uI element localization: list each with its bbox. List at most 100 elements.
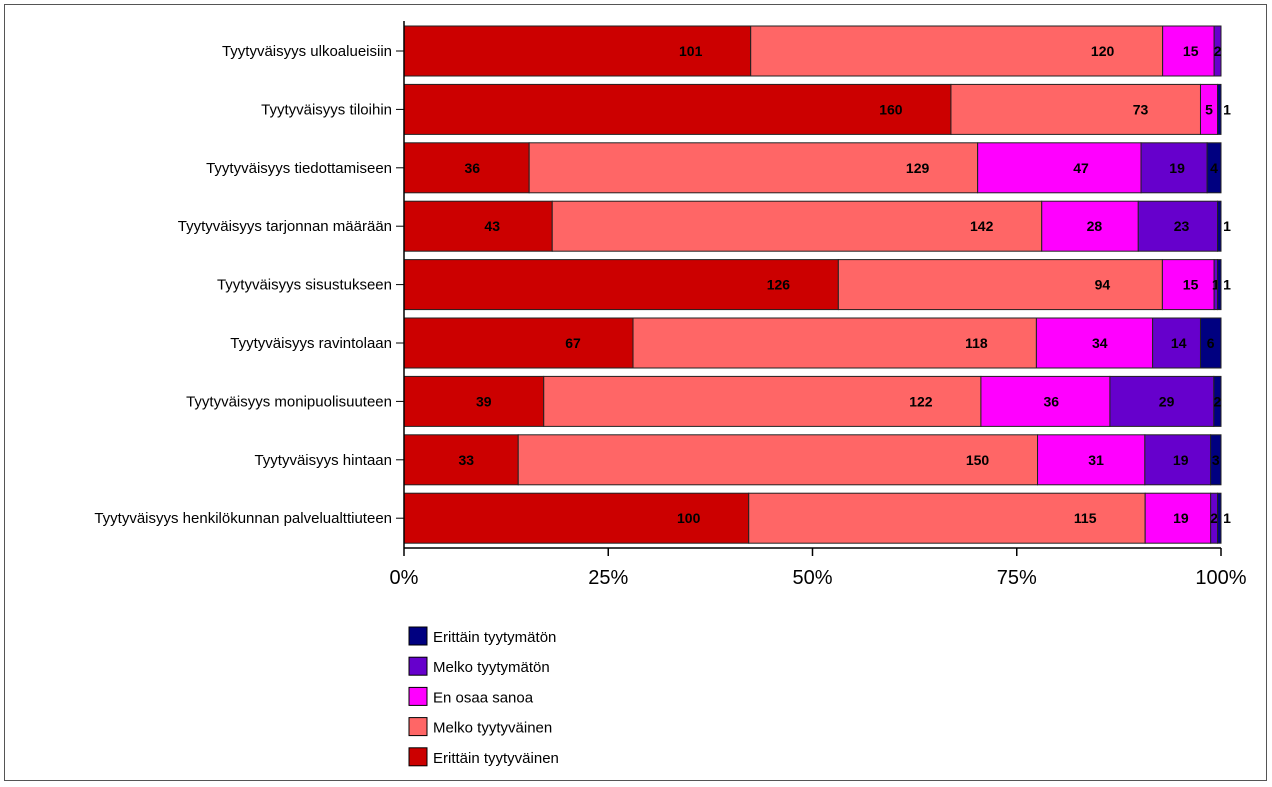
legend-label: En osaa sanoa [433,689,534,706]
data-label: 118 [965,335,988,351]
bar-segment [551,200,1043,252]
bar-segment [1217,259,1222,311]
data-label: 100 [677,510,701,526]
data-label: 19 [1173,510,1189,526]
bar-segment [1144,434,1212,486]
bar-segment [403,375,545,427]
legend-swatch [408,686,428,706]
bar-segment [1140,142,1208,194]
bar-segment [1035,317,1154,369]
legend-label: Erittäin tyytymätön [433,629,556,646]
data-label: 34 [1092,335,1108,351]
data-label: 15 [1183,277,1199,293]
bar-segment [950,83,1201,135]
data-label: 47 [1073,160,1089,176]
bar-segment [1217,492,1222,544]
bar-segment [1210,434,1222,486]
data-label: 1 [1223,101,1231,117]
data-label: 1 [1223,218,1231,234]
bar-segment [1217,200,1222,252]
category-label: Tyytyväisyys tarjonnan määrään [178,218,392,235]
data-label: 1 [1212,277,1220,293]
bar-segment [1137,200,1219,252]
data-label: 33 [459,452,475,468]
legend-swatch [408,747,428,767]
legend-swatch [408,626,428,646]
data-label: 14 [1171,335,1187,351]
legend-label: Melko tyytyväinen [433,720,552,737]
data-label: 36 [465,160,481,176]
data-label: 1 [1223,510,1231,526]
data-label: 2 [1210,510,1218,526]
bar-segment [1213,25,1222,77]
bar-segment [517,434,1039,486]
category-label: Tyytyväisyys sisustukseen [217,277,392,294]
data-label: 73 [1133,101,1149,117]
category-label: Tyytyväisyys henkilökunnan palvelualttiu… [94,510,392,527]
data-label: 160 [879,101,903,117]
bar-segment [1037,434,1146,486]
data-label: 28 [1087,218,1103,234]
category-label: Tyytyväisyys hintaan [254,452,392,469]
data-label: 2 [1214,43,1222,59]
bar-segment [543,375,982,427]
x-tick-label: 100% [1195,567,1246,589]
data-label: 126 [767,277,791,293]
data-label: 39 [476,393,492,409]
data-label: 19 [1173,452,1189,468]
bar-segment [1162,25,1215,77]
data-label: 115 [1074,510,1097,526]
category-label: Tyytyväisyys tiloihin [261,101,392,118]
data-label: 3 [1212,452,1220,468]
bar-segment [632,317,1037,369]
x-tick-label: 25% [588,567,628,589]
data-label: 36 [1044,393,1060,409]
data-label: 4 [1210,160,1218,176]
bar-segment [403,200,553,252]
category-label: Tyytyväisyys ravintolaan [230,335,392,352]
category-label: Tyytyväisyys ulkoalueisiin [222,43,392,60]
category-label: Tyytyväisyys tiedottamiseen [206,160,392,177]
bar-segment [1161,259,1215,311]
data-label: 19 [1169,160,1185,176]
legend-swatch [408,656,428,676]
data-label: 29 [1159,393,1175,409]
bar-segment [403,142,530,194]
data-label: 5 [1205,101,1213,117]
data-label: 1 [1223,277,1231,293]
bar-segment [1217,83,1222,135]
bar-segment [403,434,519,486]
data-label: 129 [906,160,930,176]
bar-segment [528,142,979,194]
legend-label: Melko tyytymätön [433,659,550,676]
data-label: 2 [1214,393,1222,409]
legend-swatch [408,717,428,737]
data-label: 31 [1088,452,1104,468]
bar-segment [1206,142,1222,194]
bar-segment [750,25,1164,77]
bar-segment [977,142,1142,194]
category-label: Tyytyväisyys monipuolisuuteen [186,393,392,410]
bar-segment [1041,200,1139,252]
bar-segment [403,259,839,311]
data-label: 43 [484,218,500,234]
x-tick-label: 0% [390,567,419,589]
legend: Erittäin tyytymätön Melko tyytymätön En os… [408,626,559,767]
x-tick-label: 50% [792,567,832,589]
bar-segment [748,492,1146,544]
data-label: 101 [679,43,703,59]
bar-segment [403,317,634,369]
bar-segment [837,259,1163,311]
data-label: 122 [909,393,933,409]
data-label: 23 [1174,218,1190,234]
data-label: 67 [565,335,581,351]
axes: Tyytyväisyys ulkoalueisiin Tyytyväisyys t… [94,21,1247,589]
bar-segment [403,25,752,77]
data-label: 94 [1095,277,1111,293]
data-label: 6 [1207,335,1215,351]
data-label: 142 [970,218,994,234]
bar-segment [1199,317,1222,369]
data-label: 150 [966,452,990,468]
bar-segment [980,375,1111,427]
